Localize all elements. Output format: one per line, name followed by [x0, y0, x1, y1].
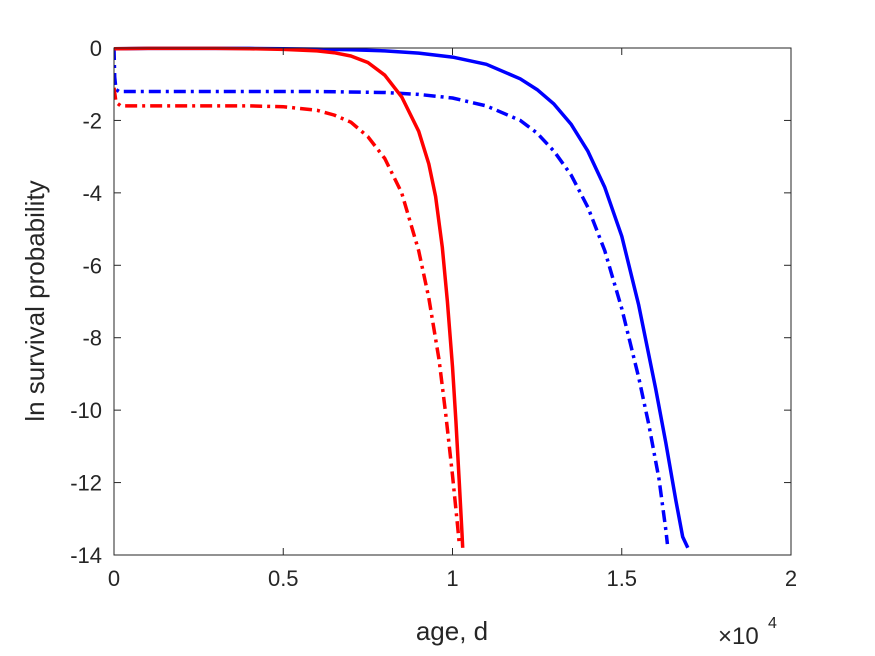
plot-area	[114, 48, 791, 555]
x-tick-label: 0	[108, 566, 120, 591]
y-axis-label: ln survival probability	[20, 180, 50, 421]
y-tick-label: -2	[82, 108, 102, 133]
series-line-4	[114, 87, 462, 545]
y-tick-label: -6	[82, 253, 102, 278]
series-line-3	[114, 46, 465, 548]
y-tick-label: -8	[82, 326, 102, 351]
x-tick-label: 0.5	[268, 566, 299, 591]
y-tick-label: -12	[70, 471, 102, 496]
x-exponent-label: ×10 4	[718, 615, 777, 650]
y-tick-label: -14	[70, 543, 102, 568]
y-tick-label: -10	[70, 398, 102, 423]
x-tick-label: 1	[446, 566, 458, 591]
x-tick-label: 2	[785, 566, 797, 591]
x-exponent-power: 4	[768, 615, 777, 632]
y-tick-label: -4	[82, 181, 102, 206]
x-tick-label: 1.5	[606, 566, 637, 591]
x-axis-label: age, d	[416, 616, 488, 646]
x-exponent-base: ×10	[718, 623, 759, 650]
series-line-2	[114, 47, 670, 545]
ticks-layer: 0 0.5 1 1.5 2 0 -2 -4 -6 -8 -10 -12 -14	[70, 36, 797, 591]
y-tick-label: 0	[90, 36, 102, 61]
